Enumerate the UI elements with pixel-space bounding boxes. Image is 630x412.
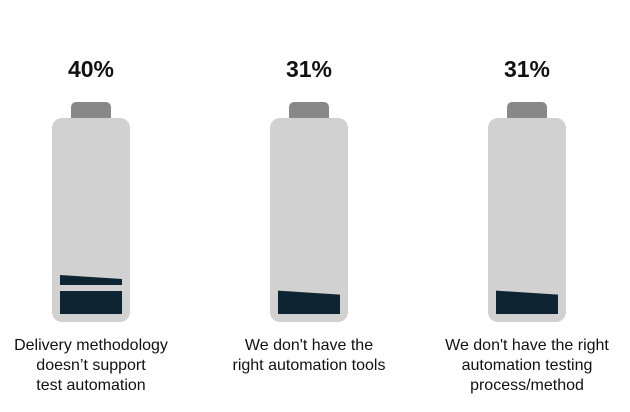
battery-body bbox=[52, 118, 130, 322]
category-label-line: We don't have the right bbox=[445, 337, 609, 354]
category-label-line: process/method bbox=[470, 377, 584, 394]
battery-body bbox=[488, 118, 566, 322]
category-label: We don't have the right automation tools bbox=[194, 336, 424, 376]
category-label-line: We don't have the bbox=[244, 337, 374, 354]
battery-icon bbox=[488, 102, 566, 322]
category-label-line: automation testing bbox=[461, 357, 593, 374]
value-label: 31% bbox=[503, 56, 551, 82]
category-label: We don't have the right automation testi… bbox=[412, 336, 630, 396]
battery-column: 40% Delivery methodology doesn’t support… bbox=[0, 0, 191, 412]
battery-fill-segment bbox=[278, 290, 340, 314]
battery-icon bbox=[52, 102, 130, 322]
battery-body bbox=[270, 118, 348, 322]
category-label: Delivery methodology doesn’t support tes… bbox=[0, 336, 206, 396]
battery-cap bbox=[507, 102, 547, 122]
category-label-line: test automation bbox=[36, 377, 146, 394]
battery-fill-segment bbox=[60, 275, 122, 285]
category-label-line: Delivery methodology bbox=[14, 337, 168, 354]
category-label-line: doesn’t support bbox=[36, 357, 146, 374]
category-label-line: right automation tools bbox=[232, 357, 386, 374]
battery-fill-segment bbox=[496, 290, 558, 314]
battery-column: 31% We don't have the right automation t… bbox=[209, 0, 409, 412]
value-label: 40% bbox=[67, 56, 115, 82]
battery-cap bbox=[289, 102, 329, 122]
battery-icon bbox=[270, 102, 348, 322]
value-label: 31% bbox=[285, 56, 333, 82]
battery-column: 31% We don't have the right automation t… bbox=[427, 0, 627, 412]
battery-fill-segment bbox=[60, 291, 122, 314]
battery-cap bbox=[71, 102, 111, 122]
